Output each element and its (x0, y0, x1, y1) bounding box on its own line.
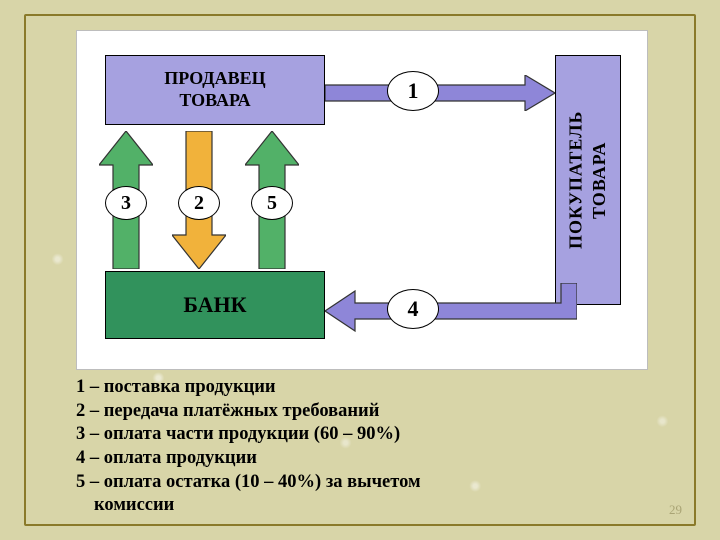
legend-line-4: 4 – оплата продукции (76, 447, 662, 471)
oval-1-label: 1 (408, 78, 419, 104)
node-seller: ПРОДАВЕЦ ТОВАРА (105, 55, 325, 125)
oval-3-label: 3 (121, 192, 131, 215)
oval-1: 1 (387, 71, 439, 111)
diagram-canvas: ПРОДАВЕЦ ТОВАРА ПОКУПАТЕЛЬ ТОВАРА БАНК 1… (76, 30, 648, 370)
page-number: 29 (669, 502, 682, 518)
oval-4: 4 (387, 289, 439, 329)
node-bank-label: БАНК (183, 292, 246, 318)
legend-line-5: 5 – оплата остатка (10 – 40%) за вычетом (76, 471, 662, 495)
oval-4-label: 4 (408, 296, 419, 322)
oval-5: 5 (251, 186, 293, 220)
legend-line-5b: комиссии (76, 494, 662, 518)
legend-line-3: 3 – оплата части продукции (60 – 90%) (76, 423, 662, 447)
legend-line-2: 2 – передача платёжных требований (76, 400, 662, 424)
oval-5-label: 5 (267, 192, 277, 215)
oval-2: 2 (178, 186, 220, 220)
node-seller-label: ПРОДАВЕЦ ТОВАРА (164, 68, 265, 111)
oval-2-label: 2 (194, 192, 204, 215)
node-bank: БАНК (105, 271, 325, 339)
arrow-1 (325, 75, 555, 111)
node-buyer-label: ПОКУПАТЕЛЬ ТОВАРА (565, 111, 612, 249)
node-buyer: ПОКУПАТЕЛЬ ТОВАРА (555, 55, 621, 305)
legend-line-1: 1 – поставка продукции (76, 376, 662, 400)
oval-3: 3 (105, 186, 147, 220)
legend: 1 – поставка продукции 2 – передача плат… (76, 376, 662, 518)
arrow-4 (325, 283, 577, 347)
